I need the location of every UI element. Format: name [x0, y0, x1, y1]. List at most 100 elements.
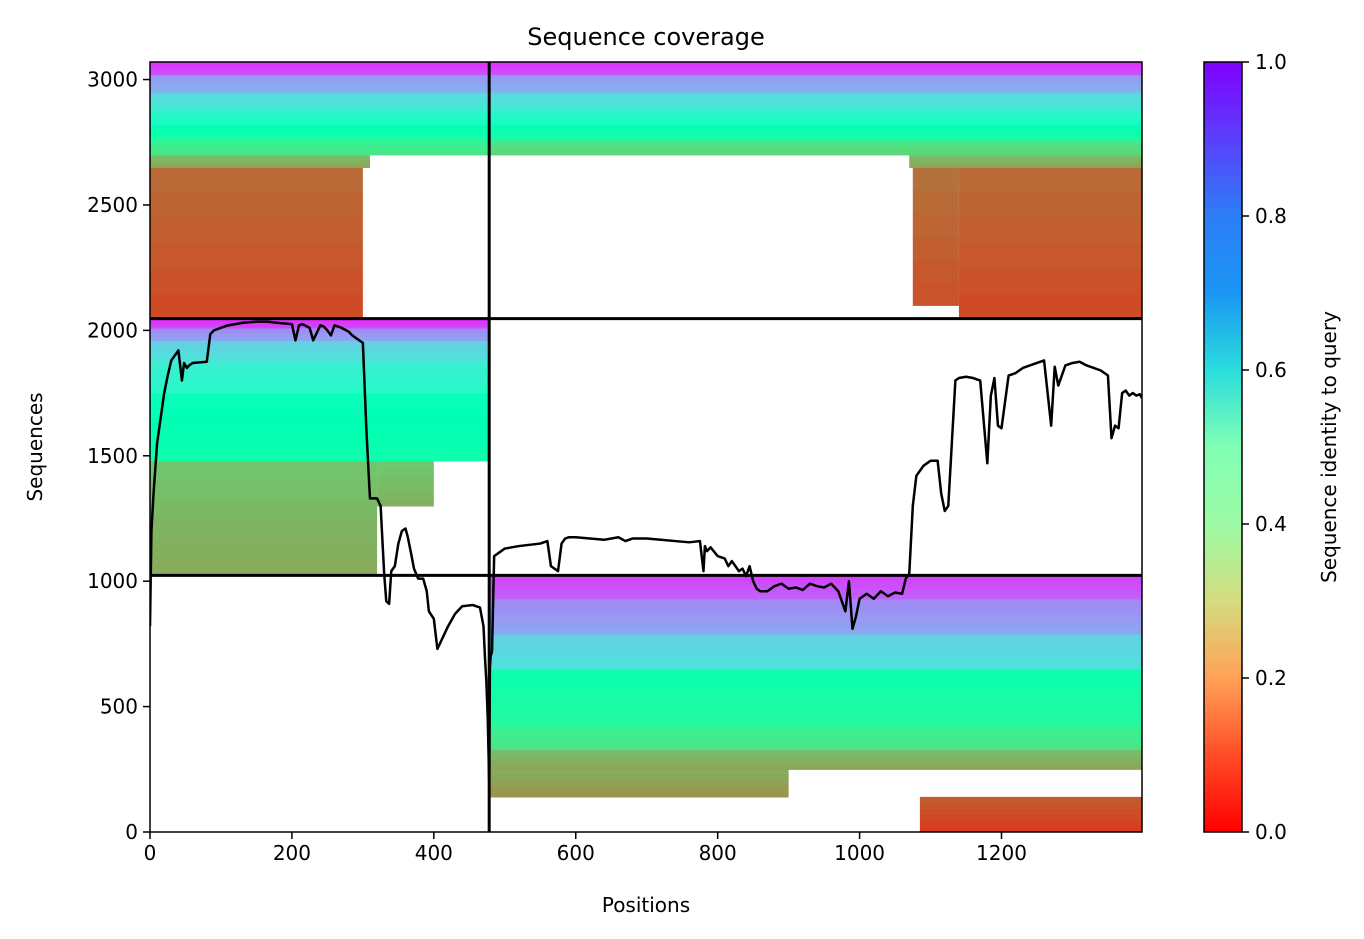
- colorbar-label: Sequence identity to query: [1317, 311, 1341, 583]
- heatmap-band-3-4: [489, 705, 1142, 716]
- heatmap-band-2-2: [150, 404, 490, 417]
- heatmap-band-1-4: [489, 124, 1142, 128]
- heatmap-band-2-3: [150, 371, 490, 378]
- heatmap-band-3-3: [489, 745, 1142, 750]
- heatmap-band-0-4: [150, 112, 490, 116]
- heatmap-band-1-8: [489, 72, 1142, 76]
- x-axis-label: Positions: [602, 893, 690, 917]
- heatmap-band-2-0: [150, 537, 378, 557]
- heatmap-band-1-7: [489, 80, 1142, 84]
- colorbar: 0.0 0.2 0.4 0.6 0.8 1.0 Sequence identity to …: [1203, 50, 1341, 844]
- heatmap-band-3-5: [489, 651, 1142, 658]
- colorbar-tick-label-5: 1.0: [1255, 50, 1287, 74]
- heatmap-band-3-2: [489, 759, 1142, 764]
- heatmap-band-3-3: [489, 724, 1142, 729]
- heatmap-band-0-5: [150, 92, 490, 96]
- heatmap-band-3-3: [489, 732, 1142, 738]
- heatmap-band-1-5: [489, 122, 1142, 126]
- heatmap-band-2-4: [150, 340, 490, 345]
- heatmap-band-0-3: [150, 137, 490, 141]
- heatmap-band-2-1: [377, 460, 434, 469]
- heatmap-band-1-3: [489, 147, 1142, 151]
- heatmap-band-1-2: [909, 161, 1142, 164]
- heatmap-band-0-0: [150, 268, 363, 294]
- heatmap-band-0-1: [150, 158, 370, 162]
- y-tick-label-3: 1500: [87, 444, 138, 468]
- heatmap-band-3-2: [489, 755, 1142, 760]
- heatmap-band-3-7: [489, 594, 1142, 600]
- y-tick-label-4: 2000: [87, 318, 138, 342]
- heatmap-band-1-0: [958, 167, 1142, 194]
- heatmap-band-0-2: [150, 144, 490, 148]
- heatmap-band-0-3: [150, 124, 490, 128]
- heatmap-band-0-2: [150, 152, 490, 156]
- heatmap-band-2-1: [377, 475, 434, 484]
- heatmap-band-3-2: [489, 765, 1142, 770]
- y-tick-label-1: 500: [100, 695, 138, 719]
- heatmap-band-1-8: [489, 66, 1142, 69]
- heatmap-band-1-8: [489, 70, 1142, 74]
- heatmap-band-2-4: [150, 347, 490, 352]
- heatmap-band-3-0: [919, 796, 1142, 804]
- heatmap-band-2-6: [150, 321, 490, 324]
- colorbar-tick-label-3: 0.6: [1255, 358, 1287, 382]
- heatmap-band-1-5: [489, 117, 1142, 121]
- heatmap-band-1-1: [912, 282, 959, 306]
- heatmap-band-2-1: [377, 490, 434, 500]
- heatmap-band-3-5: [489, 645, 1142, 653]
- heatmap-band-0-4: [150, 122, 490, 126]
- x-tick-label-2: 400: [415, 841, 453, 865]
- heatmap-band-2-3: [150, 382, 490, 389]
- heatmap-band-2-0: [150, 518, 378, 538]
- heatmap-band-3-0: [919, 826, 1142, 832]
- heatmap-band-3-4: [489, 696, 1142, 707]
- colorbar-tick-label-1: 0.2: [1255, 666, 1287, 690]
- heatmap-band-0-5: [150, 97, 490, 102]
- x-tick-label-6: 1200: [976, 841, 1027, 865]
- heatmap-band-3-6: [489, 628, 1142, 635]
- heatmap-band-0-3: [150, 134, 490, 138]
- heatmap-band-0-0: [150, 293, 363, 320]
- heatmap-band-1-6: [489, 95, 1142, 99]
- heatmap-band-1-3: [489, 142, 1142, 146]
- heatmap-band-3-5: [489, 663, 1142, 670]
- heatmap-band-1-4: [489, 132, 1142, 136]
- heatmap-band-1-0: [958, 242, 1142, 269]
- heatmap-band-1-5: [489, 114, 1142, 118]
- heatmap-band-3-1: [489, 769, 789, 775]
- x-tick-label-1: 200: [273, 841, 311, 865]
- colorbar-tick-label-0: 0.0: [1255, 820, 1287, 844]
- heatmap-band-0-6: [150, 80, 490, 84]
- heatmap-band-1-0: [958, 192, 1142, 219]
- heatmap-band-2-3: [150, 365, 490, 372]
- heatmap-band-0-5: [150, 95, 490, 99]
- heatmap-band-1-8: [489, 62, 1142, 65]
- heatmap-band-1-7: [489, 86, 1142, 90]
- heatmap-band-2-6: [150, 323, 490, 326]
- heatmap-layer: [150, 62, 1142, 832]
- heatmap-band-1-3: [489, 149, 1142, 153]
- heatmap-band-3-0: [919, 808, 1142, 816]
- heatmap-band-0-6: [150, 74, 490, 79]
- heatmap-band-2-0: [150, 460, 378, 481]
- x-tick-label-0: 0: [144, 841, 157, 865]
- heatmap-band-0-4: [150, 119, 490, 123]
- heatmap-band-0-1: [150, 156, 370, 160]
- heatmap-band-0-3: [150, 132, 490, 136]
- heatmap-band-3-3: [489, 728, 1142, 734]
- heatmap-band-1-2: [909, 158, 1142, 162]
- heatmap-band-1-5: [489, 109, 1142, 113]
- colorbar-ticks: 0.0 0.2 0.4 0.6 0.8 1.0: [1242, 50, 1287, 844]
- x-tick-label-5: 1000: [834, 841, 885, 865]
- heatmap-band-0-2: [150, 142, 490, 146]
- heatmap-band-3-6: [489, 598, 1142, 606]
- heatmap-band-0-1: [150, 154, 370, 158]
- heatmap-band-0-1: [150, 163, 370, 166]
- colorbar-tick-label-2: 0.4: [1255, 512, 1287, 536]
- heatmap-band-1-6: [489, 97, 1142, 102]
- heatmap-band-1-2: [909, 156, 1142, 160]
- heatmap-band-1-3: [489, 139, 1142, 143]
- heatmap-band-0-4: [150, 109, 490, 113]
- heatmap-band-0-0: [150, 167, 363, 194]
- heatmap-band-1-3: [489, 152, 1142, 156]
